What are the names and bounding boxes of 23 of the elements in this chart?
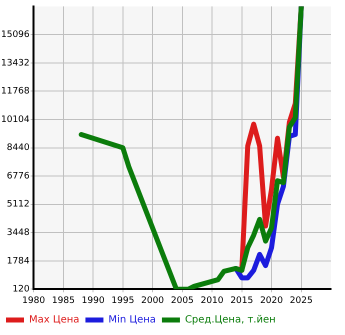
y-tick-label: 3448 [6, 228, 30, 238]
legend-label: Max Цена [29, 314, 80, 326]
x-tick-label: 2000 [141, 296, 164, 306]
x-tick-label: 2015 [230, 296, 254, 306]
x-tick-label: 2005 [170, 296, 194, 306]
y-tick-label: 5112 [6, 200, 30, 210]
y-tick-label: 13432 [0, 58, 30, 68]
x-tick-label: 1980 [22, 296, 46, 306]
x-tick-label: 1995 [111, 296, 134, 306]
x-tick-label: 1990 [82, 296, 105, 306]
legend-label: Сред.Цена, т.йен [184, 314, 276, 326]
x-tick-label: 2010 [200, 296, 224, 306]
x-tick-label: 1985 [52, 296, 75, 306]
y-tick-label: 11768 [0, 86, 30, 97]
y-tick-label: 1784 [6, 256, 30, 266]
x-tick-label: 2020 [260, 296, 284, 306]
x-tick-label: 2025 [290, 296, 313, 306]
y-tick-label: 8440 [6, 143, 30, 154]
y-tick-label: 15096 [0, 30, 30, 40]
y-tick-label: 10104 [0, 114, 30, 125]
legend-label: Min Цена [108, 314, 156, 326]
y-tick-label: 120 [12, 284, 30, 295]
y-tick-label: 6776 [6, 171, 30, 182]
